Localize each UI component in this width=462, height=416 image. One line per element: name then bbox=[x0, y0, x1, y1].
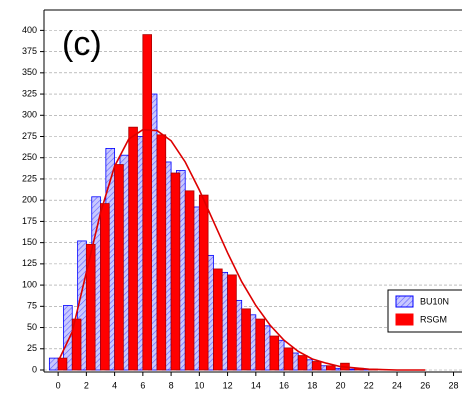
fit-curve bbox=[57, 128, 426, 371]
x-tick-label: 16 bbox=[279, 380, 289, 390]
x-tick-label: 14 bbox=[251, 380, 261, 390]
x-tick-label: 28 bbox=[449, 380, 459, 390]
rsgm-bar bbox=[57, 357, 68, 371]
rsgm-bar bbox=[100, 203, 110, 371]
x-tick-label: 26 bbox=[420, 380, 430, 390]
rsgm-bar bbox=[184, 190, 195, 371]
y-tick-label: 200 bbox=[22, 195, 37, 205]
legend-label: RSGM bbox=[420, 314, 447, 324]
rsgm-bar bbox=[297, 355, 308, 371]
rsgm-bar bbox=[241, 308, 251, 371]
x-tick-label: 4 bbox=[112, 380, 117, 390]
rsgm-bar bbox=[227, 274, 237, 371]
rsgm-bar bbox=[269, 335, 280, 371]
y-tick-label: 325 bbox=[22, 88, 37, 98]
y-tick-label: 25 bbox=[27, 343, 37, 353]
rsgm-bar bbox=[114, 164, 124, 371]
x-tick-label: 6 bbox=[140, 380, 145, 390]
legend-swatch bbox=[395, 313, 414, 326]
x-tick-label: 2 bbox=[84, 380, 89, 390]
y-tick-label: 175 bbox=[22, 216, 37, 226]
annotation: (c) bbox=[62, 25, 102, 63]
x-tick-label: 8 bbox=[169, 380, 174, 390]
y-tick-label: 375 bbox=[22, 46, 37, 56]
rsgm-bar bbox=[71, 318, 82, 371]
x-tick-label: 24 bbox=[392, 380, 402, 390]
rsgm-bar bbox=[85, 243, 96, 371]
x-tick-label: 10 bbox=[194, 380, 204, 390]
legend-label: BU10N bbox=[420, 296, 449, 306]
y-tick-label: 125 bbox=[22, 258, 37, 268]
x-tick-label: 22 bbox=[364, 380, 374, 390]
y-tick-label: 150 bbox=[22, 237, 37, 247]
y-tick-label: 225 bbox=[22, 173, 37, 183]
y-tick-label: 350 bbox=[22, 67, 37, 77]
x-tick-label: 20 bbox=[336, 380, 346, 390]
rsgm-bar bbox=[170, 172, 181, 371]
legend-swatch bbox=[395, 295, 414, 308]
rsgm-bar bbox=[255, 318, 265, 371]
x-tick-label: 18 bbox=[307, 380, 317, 390]
rsgm-bar bbox=[311, 361, 322, 371]
y-tick-label: 0 bbox=[32, 364, 37, 374]
rsgm-bar bbox=[213, 268, 223, 371]
y-tick-label: 275 bbox=[22, 131, 37, 141]
y-tick-label: 250 bbox=[22, 152, 37, 162]
x-tick-label: 0 bbox=[56, 380, 61, 390]
rsgm-bar bbox=[142, 34, 153, 371]
rsgm-bar bbox=[128, 126, 138, 371]
y-tick-label: 75 bbox=[27, 301, 37, 311]
rsgm-bar bbox=[156, 134, 167, 371]
y-tick-label: 100 bbox=[22, 279, 37, 289]
rsgm-bar bbox=[198, 194, 209, 371]
y-tick-label: 400 bbox=[22, 25, 37, 35]
y-tick-label: 300 bbox=[22, 110, 37, 120]
rsgm-bar bbox=[283, 347, 294, 371]
x-tick-label: 12 bbox=[223, 380, 233, 390]
rsgm-bar bbox=[326, 365, 336, 371]
bu10n-bar bbox=[48, 357, 59, 371]
y-tick-label: 50 bbox=[27, 322, 37, 332]
